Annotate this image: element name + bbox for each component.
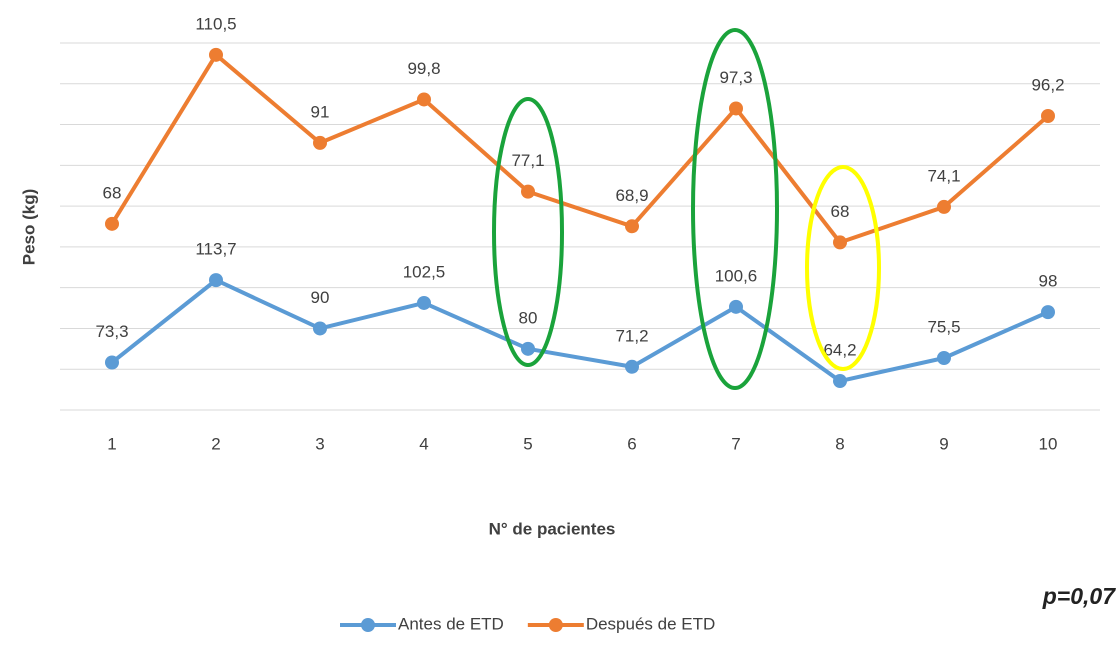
- data-point: [209, 47, 223, 62]
- data-point: [625, 359, 639, 374]
- data-label: 110,5: [195, 14, 236, 33]
- data-point: [729, 101, 743, 116]
- data-point: [105, 355, 119, 370]
- data-point: [417, 295, 431, 310]
- data-label: 77,1: [511, 151, 544, 170]
- legend-label: Antes de ETD: [398, 614, 504, 633]
- data-label: 68,9: [615, 186, 648, 205]
- data-label: 102,5: [403, 262, 446, 281]
- x-tick-label: 4: [419, 434, 428, 453]
- p-value-annotation: p=0,07: [1042, 583, 1116, 609]
- data-point: [521, 341, 535, 356]
- y-axis-title: Peso (kg): [19, 189, 38, 266]
- highlight-ellipse: [691, 28, 779, 390]
- data-label: 73,3: [95, 322, 128, 341]
- x-tick-label: 1: [107, 434, 116, 453]
- data-label: 96,2: [1031, 75, 1064, 94]
- x-tick-label: 9: [939, 434, 948, 453]
- data-label: 90: [311, 288, 330, 307]
- data-point: [521, 184, 535, 199]
- data-point: [1041, 305, 1055, 320]
- data-label: 64,2: [823, 341, 856, 360]
- data-label: 91: [311, 102, 330, 121]
- data-point: [833, 235, 847, 250]
- data-label: 113,7: [195, 240, 236, 259]
- data-point: [833, 374, 847, 389]
- data-label: 97,3: [719, 68, 752, 87]
- data-label: 100,6: [715, 266, 758, 285]
- x-tick-label: 7: [731, 434, 740, 453]
- data-point: [937, 351, 951, 366]
- x-tick-label: 10: [1039, 434, 1058, 453]
- data-label: 80: [519, 308, 538, 327]
- legend-marker: [548, 618, 563, 632]
- series-line: [110, 52, 1050, 245]
- data-label: 68: [831, 202, 850, 221]
- data-point: [313, 321, 327, 336]
- data-label: 98: [1039, 272, 1058, 291]
- data-point: [1041, 108, 1055, 123]
- x-tick-label: 2: [211, 434, 220, 453]
- x-tick-label: 6: [627, 434, 636, 453]
- data-point: [313, 135, 327, 150]
- data-label: 99,8: [407, 59, 440, 78]
- legend-marker: [361, 618, 375, 632]
- highlight-ellipse: [805, 165, 881, 371]
- data-point: [105, 216, 119, 231]
- x-axis-title: N° de pacientes: [489, 519, 616, 538]
- data-label: 74,1: [927, 166, 960, 185]
- data-point: [417, 92, 431, 107]
- highlight-ellipse: [492, 97, 564, 367]
- legend-label: Después de ETD: [586, 614, 715, 633]
- data-label: 75,5: [927, 317, 960, 336]
- data-point: [209, 273, 223, 288]
- data-point: [729, 299, 743, 314]
- data-point: [625, 219, 639, 234]
- x-tick-label: 3: [315, 434, 324, 453]
- data-point: [937, 199, 951, 214]
- data-label: 71,2: [615, 326, 648, 345]
- x-tick-label: 8: [835, 434, 844, 453]
- plot-area: 1 2 3 4 5 6 7 8 9 10 73,3 113,7 90 102,5 80 71,2 100,6 64…: [60, 14, 1100, 453]
- x-tick-label: 5: [523, 434, 532, 453]
- series-line: [110, 278, 1049, 384]
- data-label: 68: [103, 183, 122, 202]
